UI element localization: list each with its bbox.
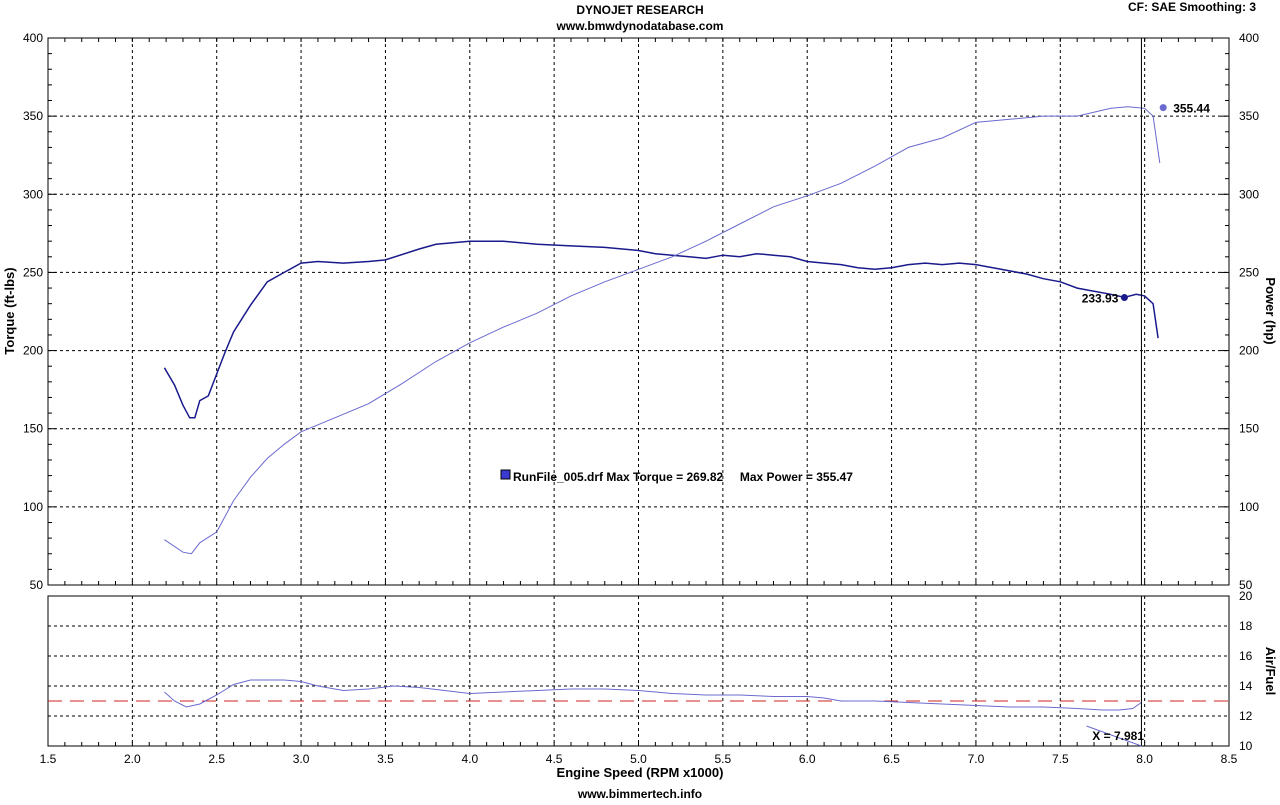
x-tick-label: 3.0: [293, 752, 310, 766]
power-tick-label: 100: [1239, 500, 1259, 514]
power-tick-label: 250: [1239, 265, 1259, 279]
x-tick-label: 4.5: [546, 752, 563, 766]
cursor-readout: X = 7.981: [1092, 729, 1144, 743]
power-peak-marker: [1159, 104, 1167, 112]
torque-tick-label: 50: [30, 578, 44, 592]
afr-tick-label: 18: [1239, 619, 1253, 633]
chart-subtitle: www.bmwdynodatabase.com: [556, 19, 724, 33]
torque-tick-label: 250: [23, 265, 43, 279]
torque-tick-label: 150: [23, 422, 43, 436]
afr-tick-label: 10: [1239, 739, 1253, 753]
power-tick-label: 300: [1239, 187, 1259, 201]
x-tick-label: 8.0: [1136, 752, 1153, 766]
air-fuel-grid: [48, 596, 1229, 746]
legend-swatch: [500, 469, 511, 480]
x-axis-title: Engine Speed (RPM x1000): [557, 765, 724, 780]
x-axis-ticks: 1.5 2.0 2.5 3.0 3.5 4.0 4.5 5.0 5.5 6.0 6.5 7.0 7.5 8…: [40, 752, 1238, 766]
afr-tick-label: 16: [1239, 649, 1253, 663]
afr-tick-label: 20: [1239, 589, 1253, 603]
power-tick-label: 150: [1239, 422, 1259, 436]
torque-power-ticks: 50 50 100 100 150 150 200 200 250 250 300 300 350 350…: [23, 31, 1259, 592]
torque-peak-marker: [1120, 294, 1128, 302]
torque-power-series: 233.93 355.44: [163, 38, 1210, 585]
footer-url: www.bimmertech.info: [577, 787, 702, 800]
x-tick-label: 6.0: [799, 752, 816, 766]
power-curve: [164, 106, 1161, 555]
x-tick-label: 7.0: [968, 752, 985, 766]
power-peak-label: 355.44: [1173, 102, 1210, 116]
x-tick-label: 3.5: [377, 752, 394, 766]
power-tick-label: 350: [1239, 109, 1259, 123]
correction-info: CF: SAE Smoothing: 3: [1128, 0, 1256, 14]
afr-curve: [164, 679, 1142, 711]
chart-title: DYNOJET RESEARCH: [576, 3, 703, 17]
x-tick-label: 8.5: [1221, 752, 1238, 766]
torque-power-grid: [48, 38, 1229, 585]
power-tick-label: 50: [1239, 578, 1253, 592]
air-fuel-axis-title: Air/Fuel: [1263, 647, 1278, 695]
legend-text: RunFile_005.drf Max Torque = 269.82 Max …: [513, 470, 853, 484]
x-tick-label: 5.5: [715, 752, 732, 766]
power-axis-title: Power (hp): [1263, 277, 1278, 344]
power-tick-label: 200: [1239, 344, 1259, 358]
air-fuel-series: [48, 596, 1229, 747]
power-tick-label: 400: [1239, 31, 1259, 45]
x-tick-label: 4.0: [461, 752, 478, 766]
x-tick-label: 2.0: [124, 752, 141, 766]
torque-axis-title: Torque (ft-lbs): [2, 267, 17, 354]
cursor-readout-leader: [1086, 725, 1142, 747]
air-fuel-ticks: 10 12 14 16 18 20: [64, 589, 1253, 753]
torque-tick-label: 350: [23, 109, 43, 123]
x-tick-label: 7.5: [1052, 752, 1069, 766]
x-tick-label: 1.5: [40, 752, 57, 766]
torque-tick-label: 100: [23, 500, 43, 514]
x-tick-label: 6.5: [883, 752, 900, 766]
x-tick-label: 2.5: [208, 752, 225, 766]
torque-tick-label: 200: [23, 344, 43, 358]
afr-tick-label: 14: [1239, 679, 1253, 693]
torque-tick-label: 400: [23, 31, 43, 45]
torque-peak-label: 233.93: [1082, 292, 1119, 306]
torque-tick-label: 300: [23, 187, 43, 201]
x-tick-label: 5.0: [630, 752, 647, 766]
afr-tick-label: 12: [1239, 709, 1253, 723]
torque-curve: [163, 240, 1159, 419]
